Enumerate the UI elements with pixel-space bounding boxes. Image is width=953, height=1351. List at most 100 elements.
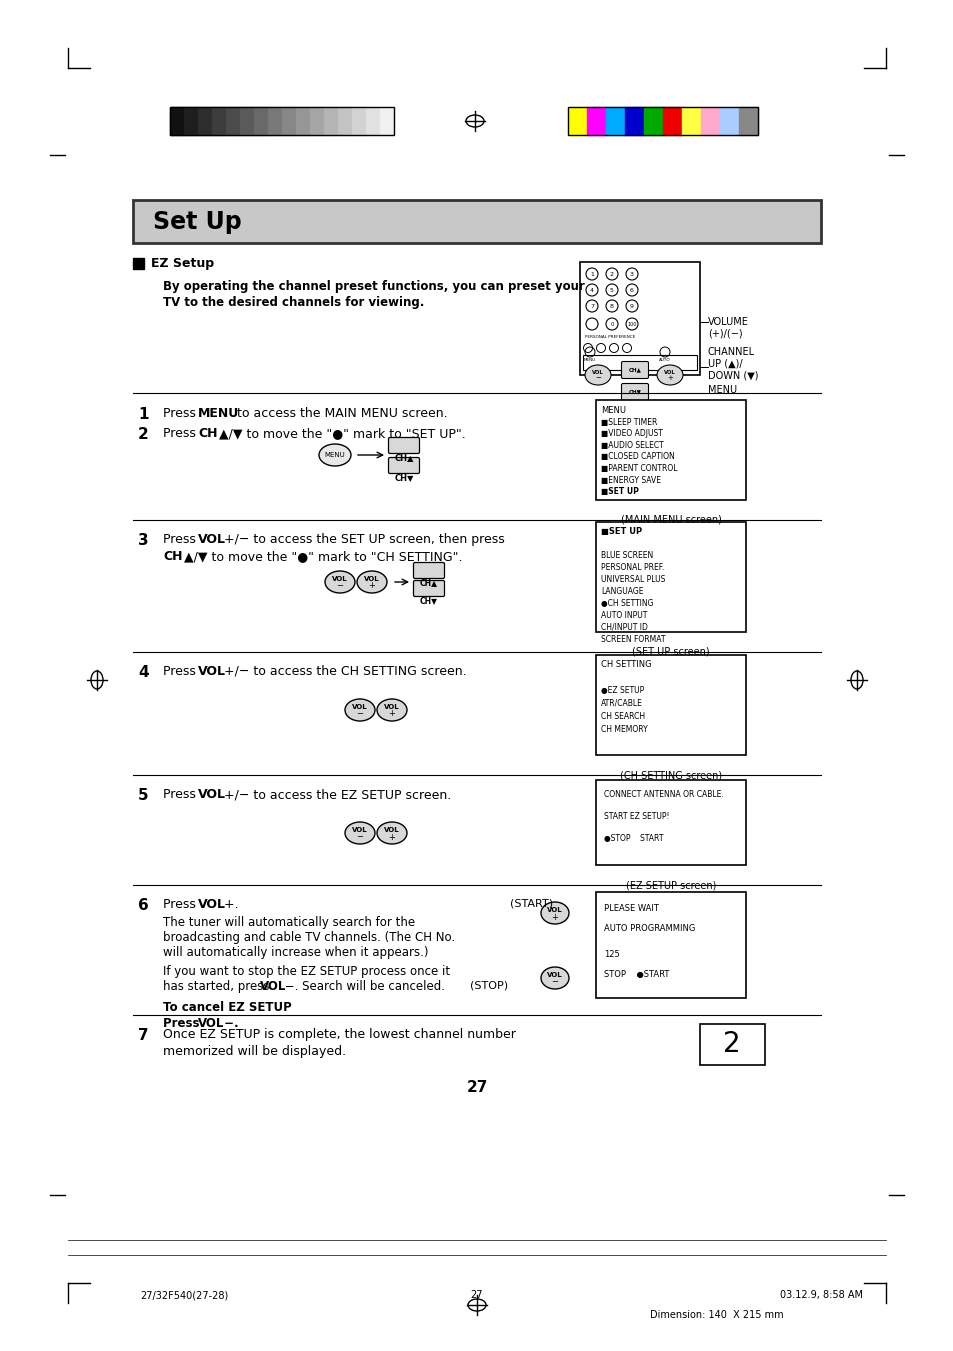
Text: If you want to stop the EZ SETUP process once it: If you want to stop the EZ SETUP process… <box>163 965 450 978</box>
Text: MENU: MENU <box>707 385 737 394</box>
Text: 0: 0 <box>610 322 613 327</box>
Bar <box>624 107 643 135</box>
Text: 03.12.9, 8:58 AM: 03.12.9, 8:58 AM <box>780 1290 862 1300</box>
Text: VOL: VOL <box>332 576 348 582</box>
Text: DOWN (▼): DOWN (▼) <box>707 372 758 381</box>
Bar <box>170 107 394 135</box>
Text: 5: 5 <box>609 288 614 293</box>
Ellipse shape <box>540 902 568 924</box>
Ellipse shape <box>376 821 407 844</box>
Text: 4: 4 <box>589 288 594 293</box>
Text: +: + <box>388 832 395 842</box>
Bar <box>253 107 268 135</box>
Bar <box>132 200 821 243</box>
Text: PLEASE WAIT: PLEASE WAIT <box>603 904 659 913</box>
Text: VOL: VOL <box>198 898 226 911</box>
Bar <box>310 107 324 135</box>
Text: 7: 7 <box>138 1028 149 1043</box>
Bar <box>268 107 282 135</box>
Text: 100: 100 <box>627 322 636 327</box>
Bar <box>295 107 310 135</box>
Text: 3: 3 <box>138 534 149 549</box>
Text: +/− to access the SET UP screen, then press: +/− to access the SET UP screen, then pr… <box>220 534 504 546</box>
Ellipse shape <box>376 698 407 721</box>
Bar <box>643 107 662 135</box>
Bar <box>596 655 745 755</box>
Ellipse shape <box>540 967 568 989</box>
FancyBboxPatch shape <box>413 581 444 597</box>
Text: will automatically increase when it appears.): will automatically increase when it appe… <box>163 946 428 959</box>
Text: Press: Press <box>163 427 200 440</box>
Text: SCREEN FORMAT: SCREEN FORMAT <box>600 635 665 644</box>
Text: 1: 1 <box>138 407 149 422</box>
Text: ■CLOSED CAPTION: ■CLOSED CAPTION <box>600 453 674 462</box>
Ellipse shape <box>318 444 351 466</box>
Text: +: + <box>388 709 395 719</box>
Bar <box>605 107 624 135</box>
Text: VOL: VOL <box>198 534 226 546</box>
Text: TV to the desired channels for viewing.: TV to the desired channels for viewing. <box>163 296 424 309</box>
Text: PERSONAL PREF.: PERSONAL PREF. <box>600 563 663 571</box>
Bar <box>337 107 352 135</box>
Bar <box>700 1024 764 1065</box>
Bar <box>596 400 745 500</box>
Text: (CH SETTING screen): (CH SETTING screen) <box>619 770 721 780</box>
Ellipse shape <box>325 571 355 593</box>
Text: −: − <box>336 581 343 590</box>
Bar <box>720 107 739 135</box>
Text: −: − <box>551 978 558 986</box>
Text: LANGUAGE: LANGUAGE <box>600 586 643 596</box>
Text: Press: Press <box>163 407 200 420</box>
Text: 2: 2 <box>722 1031 740 1058</box>
Ellipse shape <box>345 698 375 721</box>
Bar <box>170 107 184 135</box>
Text: Press: Press <box>163 898 200 911</box>
Text: Press: Press <box>163 788 200 801</box>
Text: Dimension: 140  X 215 mm: Dimension: 140 X 215 mm <box>649 1310 782 1320</box>
Text: VOL: VOL <box>384 704 399 711</box>
Text: Press: Press <box>163 1017 203 1029</box>
Text: 7: 7 <box>589 304 594 308</box>
Bar <box>198 107 212 135</box>
Text: 6: 6 <box>138 898 149 913</box>
Text: 5: 5 <box>138 788 149 802</box>
Bar <box>586 107 605 135</box>
Text: VOL: VOL <box>352 704 368 711</box>
Text: BLUE SCREEN: BLUE SCREEN <box>600 551 653 561</box>
Bar <box>681 107 700 135</box>
Text: EZ Setup: EZ Setup <box>151 258 213 270</box>
Text: UNIVERSAL PLUS: UNIVERSAL PLUS <box>600 576 664 584</box>
Text: 125: 125 <box>603 950 619 959</box>
Text: VOL: VOL <box>663 370 675 374</box>
Bar <box>132 258 144 269</box>
Text: 6: 6 <box>629 288 634 293</box>
Bar <box>379 107 394 135</box>
Text: AUTO: AUTO <box>659 358 670 362</box>
Text: CH SEARCH: CH SEARCH <box>600 712 644 721</box>
FancyBboxPatch shape <box>388 458 419 473</box>
FancyBboxPatch shape <box>620 384 648 400</box>
Text: −: − <box>595 376 600 381</box>
Text: VOL: VOL <box>198 1017 224 1029</box>
Text: (EZ SETUP screen): (EZ SETUP screen) <box>625 880 716 890</box>
Text: UP (▲)/: UP (▲)/ <box>707 359 741 369</box>
Text: AUTO PROGRAMMING: AUTO PROGRAMMING <box>603 924 695 934</box>
Text: By operating the channel preset functions, you can preset your: By operating the channel preset function… <box>163 280 584 293</box>
Text: ATR/CABLE: ATR/CABLE <box>600 698 642 708</box>
Text: VOLUME: VOLUME <box>707 317 748 327</box>
Text: +/− to access the EZ SETUP screen.: +/− to access the EZ SETUP screen. <box>220 788 451 801</box>
Text: to access the MAIN MENU screen.: to access the MAIN MENU screen. <box>233 407 447 420</box>
Text: memorized will be displayed.: memorized will be displayed. <box>163 1046 346 1058</box>
Text: ■SET UP: ■SET UP <box>600 527 641 536</box>
Text: 27: 27 <box>466 1079 487 1096</box>
Ellipse shape <box>584 365 610 385</box>
Text: AUTO INPUT: AUTO INPUT <box>600 611 647 620</box>
Bar <box>324 107 337 135</box>
Text: −: − <box>356 709 363 719</box>
Text: VOL: VOL <box>260 979 286 993</box>
Text: ■PARENT CONTROL: ■PARENT CONTROL <box>600 463 677 473</box>
Text: ▲/▼ to move the "●" mark to "CH SETTING".: ▲/▼ to move the "●" mark to "CH SETTING"… <box>180 550 462 563</box>
Text: (+)/(−): (+)/(−) <box>707 330 741 339</box>
Text: (SET UP screen): (SET UP screen) <box>632 647 709 657</box>
Text: Once EZ SETUP is complete, the lowest channel number: Once EZ SETUP is complete, the lowest ch… <box>163 1028 516 1042</box>
